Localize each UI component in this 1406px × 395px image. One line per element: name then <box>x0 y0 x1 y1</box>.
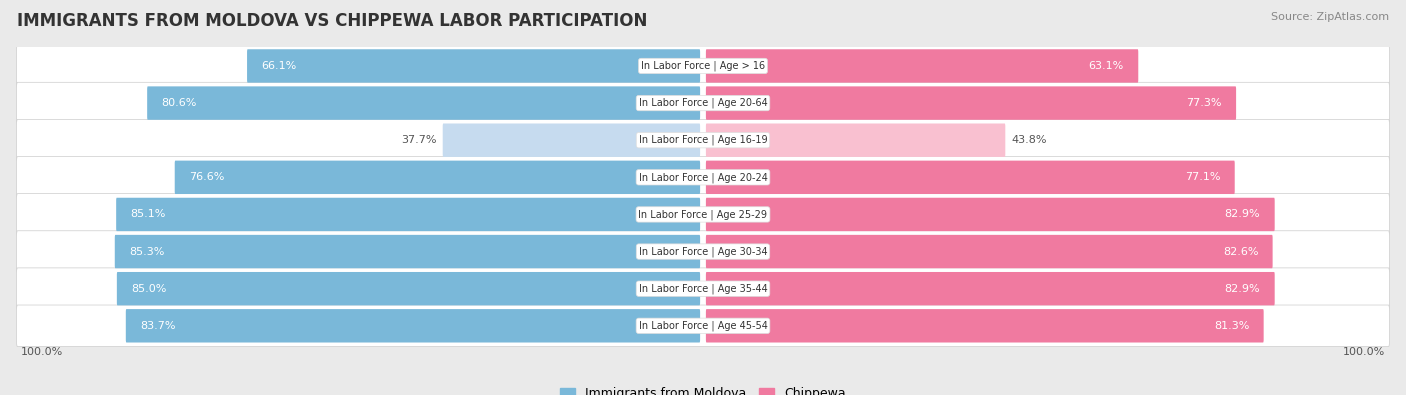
Text: In Labor Force | Age 30-34: In Labor Force | Age 30-34 <box>638 246 768 257</box>
Text: 66.1%: 66.1% <box>262 61 297 71</box>
FancyBboxPatch shape <box>125 309 700 342</box>
FancyBboxPatch shape <box>706 198 1275 231</box>
Text: 100.0%: 100.0% <box>1343 347 1385 357</box>
Text: 83.7%: 83.7% <box>141 321 176 331</box>
FancyBboxPatch shape <box>17 82 1389 124</box>
FancyBboxPatch shape <box>706 161 1234 194</box>
Text: Source: ZipAtlas.com: Source: ZipAtlas.com <box>1271 12 1389 22</box>
FancyBboxPatch shape <box>17 194 1389 235</box>
FancyBboxPatch shape <box>17 156 1389 198</box>
FancyBboxPatch shape <box>247 49 700 83</box>
FancyBboxPatch shape <box>17 268 1389 309</box>
FancyBboxPatch shape <box>706 124 1005 157</box>
Text: 63.1%: 63.1% <box>1088 61 1123 71</box>
FancyBboxPatch shape <box>706 49 1139 83</box>
Text: In Labor Force | Age 20-24: In Labor Force | Age 20-24 <box>638 172 768 182</box>
Text: 76.6%: 76.6% <box>188 172 225 182</box>
Text: 81.3%: 81.3% <box>1213 321 1250 331</box>
FancyBboxPatch shape <box>706 309 1264 342</box>
Text: 82.9%: 82.9% <box>1225 284 1260 294</box>
Text: 82.6%: 82.6% <box>1223 246 1258 257</box>
Text: 37.7%: 37.7% <box>401 135 436 145</box>
Text: 77.3%: 77.3% <box>1187 98 1222 108</box>
Text: 82.9%: 82.9% <box>1225 209 1260 220</box>
Text: 43.8%: 43.8% <box>1012 135 1047 145</box>
FancyBboxPatch shape <box>17 231 1389 272</box>
FancyBboxPatch shape <box>706 272 1275 305</box>
Text: 85.3%: 85.3% <box>129 246 165 257</box>
FancyBboxPatch shape <box>706 235 1272 268</box>
Legend: Immigrants from Moldova, Chippewa: Immigrants from Moldova, Chippewa <box>555 382 851 395</box>
FancyBboxPatch shape <box>17 305 1389 346</box>
FancyBboxPatch shape <box>443 124 700 157</box>
Text: IMMIGRANTS FROM MOLDOVA VS CHIPPEWA LABOR PARTICIPATION: IMMIGRANTS FROM MOLDOVA VS CHIPPEWA LABO… <box>17 12 647 30</box>
Text: In Labor Force | Age 45-54: In Labor Force | Age 45-54 <box>638 321 768 331</box>
Text: In Labor Force | Age 35-44: In Labor Force | Age 35-44 <box>638 284 768 294</box>
FancyBboxPatch shape <box>148 87 700 120</box>
FancyBboxPatch shape <box>115 235 700 268</box>
Text: 85.0%: 85.0% <box>131 284 166 294</box>
FancyBboxPatch shape <box>17 119 1389 161</box>
Text: 77.1%: 77.1% <box>1185 172 1220 182</box>
FancyBboxPatch shape <box>706 87 1236 120</box>
Text: In Labor Force | Age > 16: In Labor Force | Age > 16 <box>641 61 765 71</box>
FancyBboxPatch shape <box>117 198 700 231</box>
FancyBboxPatch shape <box>174 161 700 194</box>
FancyBboxPatch shape <box>117 272 700 305</box>
Text: In Labor Force | Age 16-19: In Labor Force | Age 16-19 <box>638 135 768 145</box>
Text: In Labor Force | Age 20-64: In Labor Force | Age 20-64 <box>638 98 768 108</box>
Text: 85.1%: 85.1% <box>131 209 166 220</box>
Text: 80.6%: 80.6% <box>162 98 197 108</box>
Text: In Labor Force | Age 25-29: In Labor Force | Age 25-29 <box>638 209 768 220</box>
Text: 100.0%: 100.0% <box>21 347 63 357</box>
FancyBboxPatch shape <box>17 45 1389 87</box>
